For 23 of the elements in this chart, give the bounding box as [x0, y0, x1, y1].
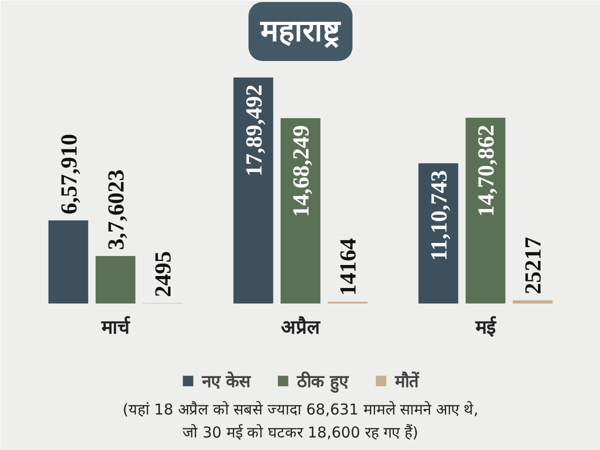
- data-label: 25217: [520, 236, 546, 294]
- data-label: 14164: [336, 238, 361, 296]
- data-label: 11,10,743: [426, 170, 452, 261]
- chart-title: महाराष्ट्र: [260, 14, 342, 49]
- bar: [466, 118, 506, 304]
- legend-label: ठीक हुए: [297, 370, 348, 392]
- bar: [280, 118, 320, 304]
- bar: [233, 78, 274, 304]
- text: (यहां 18 अप्रैल को सबसे ज्यादा 68,631 मामले सामने आए थे, जो 30 मई को घटकर 18,600 रह गए हैं): [122, 400, 478, 442]
- data-label: 3,7,6023: [104, 170, 128, 250]
- bar: [96, 256, 136, 304]
- data-label: 14,68,249: [288, 125, 314, 218]
- data-label: 2495: [150, 251, 176, 298]
- legend-label: मौतें: [394, 370, 419, 392]
- legend-label: नए केस: [202, 370, 250, 392]
- bar: [512, 300, 553, 304]
- bar: [48, 220, 88, 304]
- x-tick-label: मार्च: [100, 316, 130, 338]
- x-tick-label: मई: [474, 316, 496, 338]
- data-label: 6,57,910: [56, 134, 82, 214]
- data-label: 17,89,492: [241, 84, 266, 176]
- data-label: 14,70,862: [474, 124, 498, 217]
- x-tick-label: अप्रैल: [281, 316, 321, 338]
